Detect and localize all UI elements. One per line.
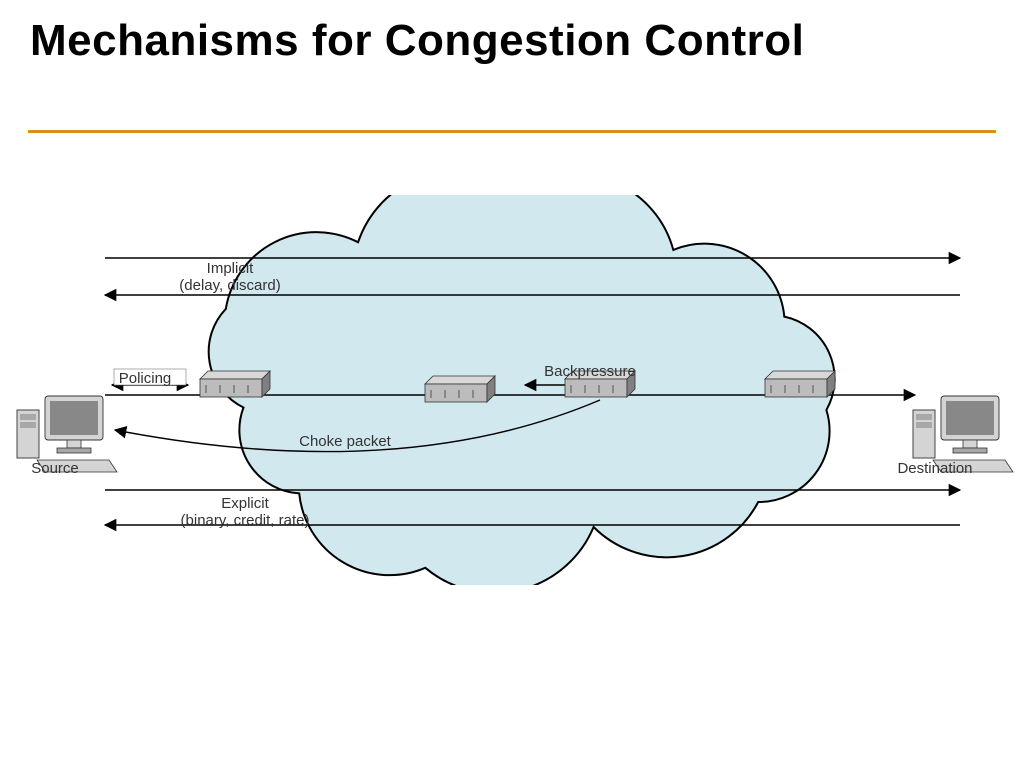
label-explicit: Explicit (binary, credit, rate): [145, 495, 345, 530]
label-choke-packet: Choke packet: [245, 433, 445, 450]
title-underline: [28, 130, 996, 133]
router-icon-2: [425, 376, 495, 402]
label-destination: Destination: [835, 460, 1024, 477]
diagram-stage: Implicit (delay, discard) Policing Backp…: [0, 195, 1024, 585]
label-backpressure: Backpressure: [490, 363, 690, 380]
label-policing: Policing: [45, 370, 245, 387]
label-implicit: Implicit (delay, discard): [130, 260, 330, 295]
router-icon-4: [765, 371, 835, 397]
label-source: Source: [0, 460, 155, 477]
slide-title: Mechanisms for Congestion Control: [30, 18, 804, 65]
